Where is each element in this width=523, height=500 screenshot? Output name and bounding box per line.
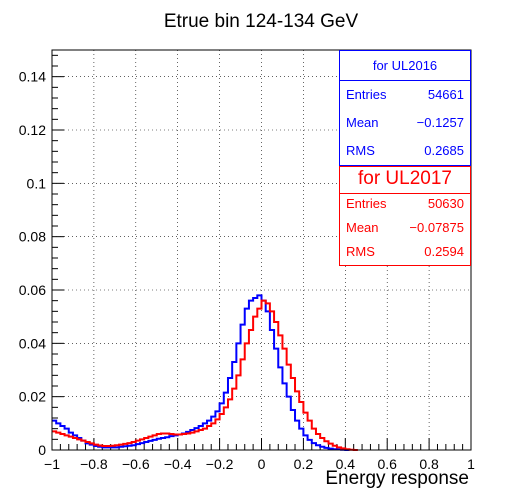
y-tick-label: 0.12 xyxy=(19,122,46,138)
x-tick-label: 1 xyxy=(467,456,475,472)
series-line-ul2016 xyxy=(52,294,350,451)
stats-title-ul2017: for UL2017 xyxy=(357,168,452,189)
plot-frame xyxy=(51,49,472,451)
stats-key: Entries xyxy=(346,196,387,211)
chart-title: Etrue bin 124-134 GeV xyxy=(164,11,359,32)
stats-value: 0.2685 xyxy=(424,143,464,158)
y-tick-label: 0.02 xyxy=(19,389,46,405)
x-axis: −1 −0.8 −0.6 −0.4 −0.2 0 0.2 0.4 0.6 0.8 1 xyxy=(44,438,475,472)
y-tick-label: 0 xyxy=(38,442,46,458)
x-tick-label: −1 xyxy=(44,456,60,472)
stats-box-ul2016: for UL2016 Entries 54661 Mean −0.1257 RM… xyxy=(339,50,471,166)
y-tick-label: 0.14 xyxy=(19,69,46,85)
y-tick-label: 0.04 xyxy=(19,335,46,351)
x-tick-label: −0.6 xyxy=(122,456,150,472)
stats-title-ul2016: for UL2016 xyxy=(372,58,438,73)
x-tick-label: 0.2 xyxy=(294,456,314,472)
x-tick-label: −0.2 xyxy=(206,456,234,472)
stats-key: Mean xyxy=(346,115,379,130)
series-line-ul2017 xyxy=(52,299,358,451)
y-tick-label: 0.08 xyxy=(19,229,46,245)
stats-key: Entries xyxy=(346,87,387,102)
stats-box-ul2017: for UL2017 Entries 50630 Mean −0.07875 R… xyxy=(339,166,471,266)
stats-value: 54661 xyxy=(427,87,464,102)
x-tick-label: −0.8 xyxy=(80,456,108,472)
data-series xyxy=(52,294,358,451)
stats-value: 50630 xyxy=(427,196,464,211)
stats-key: Mean xyxy=(346,220,379,235)
x-tick-label: 0.6 xyxy=(377,456,397,472)
y-tick-label: 0.1 xyxy=(27,175,47,191)
y-axis: 0 0.02 0.04 0.06 0.08 0.1 0.12 0.14 xyxy=(19,54,64,458)
stats-key: RMS xyxy=(346,244,375,259)
stats-value: 0.2594 xyxy=(424,244,464,259)
x-tick-label: −0.4 xyxy=(164,456,192,472)
x-tick-label: 0 xyxy=(258,456,266,472)
x-tick-label: 0.8 xyxy=(419,456,439,472)
y-tick-label: 0.06 xyxy=(19,282,46,298)
stats-separator xyxy=(340,193,470,194)
stats-value: −0.1257 xyxy=(416,115,464,130)
stats-key: RMS xyxy=(346,143,375,158)
x-tick-label: 0.4 xyxy=(336,456,356,472)
x-axis-label: Energy response xyxy=(325,468,469,489)
stats-value: −0.07875 xyxy=(409,220,464,235)
stats-separator xyxy=(340,80,470,81)
